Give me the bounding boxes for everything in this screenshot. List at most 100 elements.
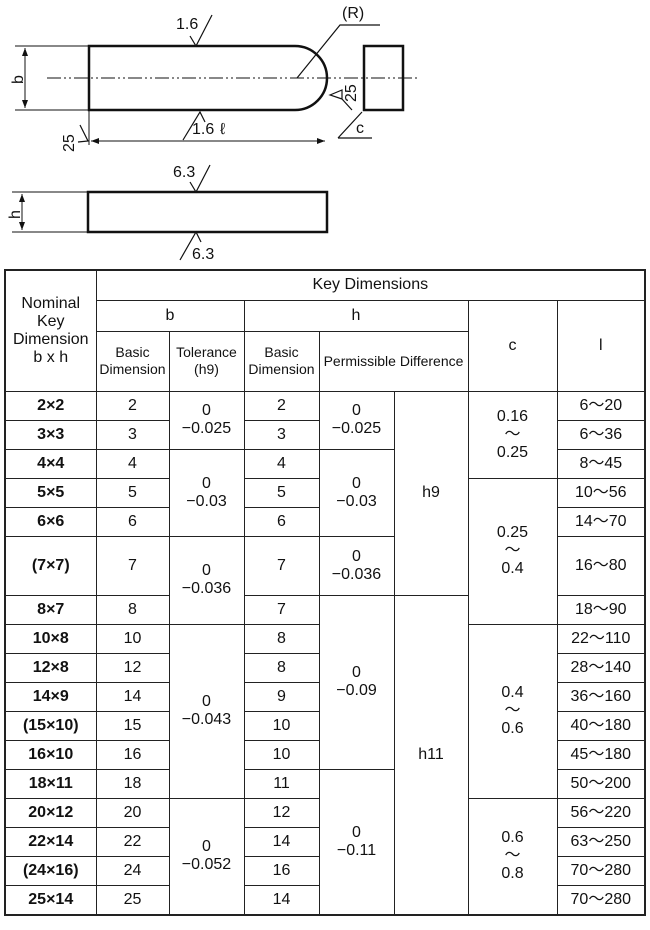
header-c: c [467,299,558,392]
h-basic-cell: 9 [243,681,320,712]
h-basic-cell: 8 [243,652,320,683]
cell-line: −0.03 [336,492,377,510]
cell-line: 0 [202,402,211,419]
cell-line: 0 [202,693,211,710]
b-basic-cell: 20 [95,797,170,828]
c-range-cell: 0.6 ～ 0.8 [467,797,558,915]
h-basic-cell: 3 [243,419,320,450]
header-nominal: Nominal Key Dimension b x h [4,269,97,392]
h-basic-cell: 7 [243,535,320,596]
cell-line: −0.036 [181,580,232,597]
h-difference-cell: 0 −0.09 [318,594,395,770]
l-range-cell: 8～45 [556,448,646,479]
chamfer-label: c [356,120,364,137]
nominal-size-cell: 25×14 [4,884,97,915]
b-basic-cell: 18 [95,768,170,799]
h-basic-cell: 7 [243,594,320,625]
nominal-size-cell: 5×5 [4,477,97,508]
b-tolerance-cell: 0 −0.043 [168,623,245,799]
cell-line: 0.16 [496,407,529,425]
bottom-roughness-label: 1.6 [192,121,214,138]
h-basic-cell: 14 [243,884,320,915]
cell-line: 0.25 [496,443,529,461]
header-text: Tolerance [176,344,237,360]
l-range-cell: 40～180 [556,710,646,741]
l-range-cell: 10～56 [556,477,646,508]
cell-line: 0 [202,474,211,492]
header-b: b [95,299,245,332]
left-roughness-label: 25 [61,134,78,152]
nominal-size-cell: (24×16) [4,855,97,886]
side-top-roughness-label: 6.3 [173,164,195,181]
b-basic-cell: 8 [95,594,170,625]
nominal-size-cell: 16×10 [4,739,97,770]
nominal-size-cell: (15×10) [4,710,97,741]
cell-line: 0 [352,823,361,841]
b-basic-cell: 22 [95,826,170,857]
cell-line: −0.03 [186,492,227,510]
l-range-cell: 16～80 [556,535,646,596]
b-tolerance-cell: 0 −0.025 [168,390,245,450]
b-basic-cell: 12 [95,652,170,683]
table-row: (15×10) 15 10 40～180 [4,710,646,741]
header-key-dimensions: Key Dimensions [95,269,646,301]
cell-line: −0.025 [181,420,232,437]
h-basic-cell: 8 [243,623,320,654]
h-basic-cell: 6 [243,506,320,537]
end-roughness-label: 25 [343,84,360,102]
cell-line: −0.11 [336,841,377,859]
l-range-cell: 22～110 [556,623,646,654]
cell-line: 0.25 [496,524,529,541]
nominal-size-cell: 4×4 [4,448,97,479]
header-text: Dimension [12,330,89,348]
l-range-cell: 18～90 [556,594,646,625]
cell-line: ～ [504,425,521,443]
cell-line: ～ [504,702,521,719]
header-h-permissible: Permissible Difference [318,330,469,392]
h-basic-cell: 5 [243,477,320,508]
side-view [12,164,329,261]
header-text: b x h [33,348,69,366]
side-bottom-roughness-label: 6.3 [192,246,214,263]
cell-line: h9 [422,484,440,501]
header-text: Nominal [21,294,81,312]
cell-line: 0.6 [501,720,524,737]
nominal-size-cell: 10×8 [4,623,97,654]
table-row: 20×12 20 0 −0.052 12 0.6 ～ 0.8 56～220 [4,797,646,915]
table-row: 18×11 18 11 0 −0.11 50～200 [4,768,646,915]
cell-line: ～ [504,542,521,559]
h-dimension-label: h [7,210,24,219]
b-tolerance-cell: 0 −0.036 [168,535,245,625]
top-roughness-label: 1.6 [176,16,198,33]
header-h-basic: Basic Dimension [243,330,320,392]
cell-line: −0.025 [331,420,382,437]
l-range-cell: 70～280 [556,884,646,915]
b-basic-cell: 14 [95,681,170,712]
cell-line: ～ [504,847,521,864]
table-row: 10×8 10 0 −0.043 8 0.4 ～ 0.6 22～110 [4,623,646,799]
nominal-size-cell: 6×6 [4,506,97,537]
cell-line: 0 [352,547,361,565]
cell-line: 0 [202,838,211,855]
cell-line: 0 [352,664,361,681]
b-basic-cell: 15 [95,710,170,741]
l-range-cell: 14～70 [556,506,646,537]
l-range-cell: 63～250 [556,826,646,857]
header-text: (h9) [194,361,219,377]
b-basic-cell: 4 [95,448,170,479]
header-h: h [243,299,469,332]
table-row: (24×16) 24 16 70～280 [4,855,646,886]
h-basic-cell: 4 [243,448,320,479]
b-basic-cell: 6 [95,506,170,537]
table-row: 2×2 2 0 −0.025 2 0 −0.025 h9 0.16 ～ 0.25 6～20 [4,390,646,596]
radius-label: (R) [342,5,364,22]
nominal-size-cell: 22×14 [4,826,97,857]
cell-line: h11 [418,745,444,763]
l-range-cell: 56～220 [556,797,646,828]
table-row: 25×14 25 14 70～280 [4,884,646,915]
nominal-size-cell: (7×7) [4,535,97,596]
table-row: 22×14 22 14 63～250 [4,826,646,857]
c-range-cell: 0.25 ～ 0.4 [467,477,558,625]
b-basic-cell: 24 [95,855,170,886]
cell-line: 0.4 [501,560,524,577]
